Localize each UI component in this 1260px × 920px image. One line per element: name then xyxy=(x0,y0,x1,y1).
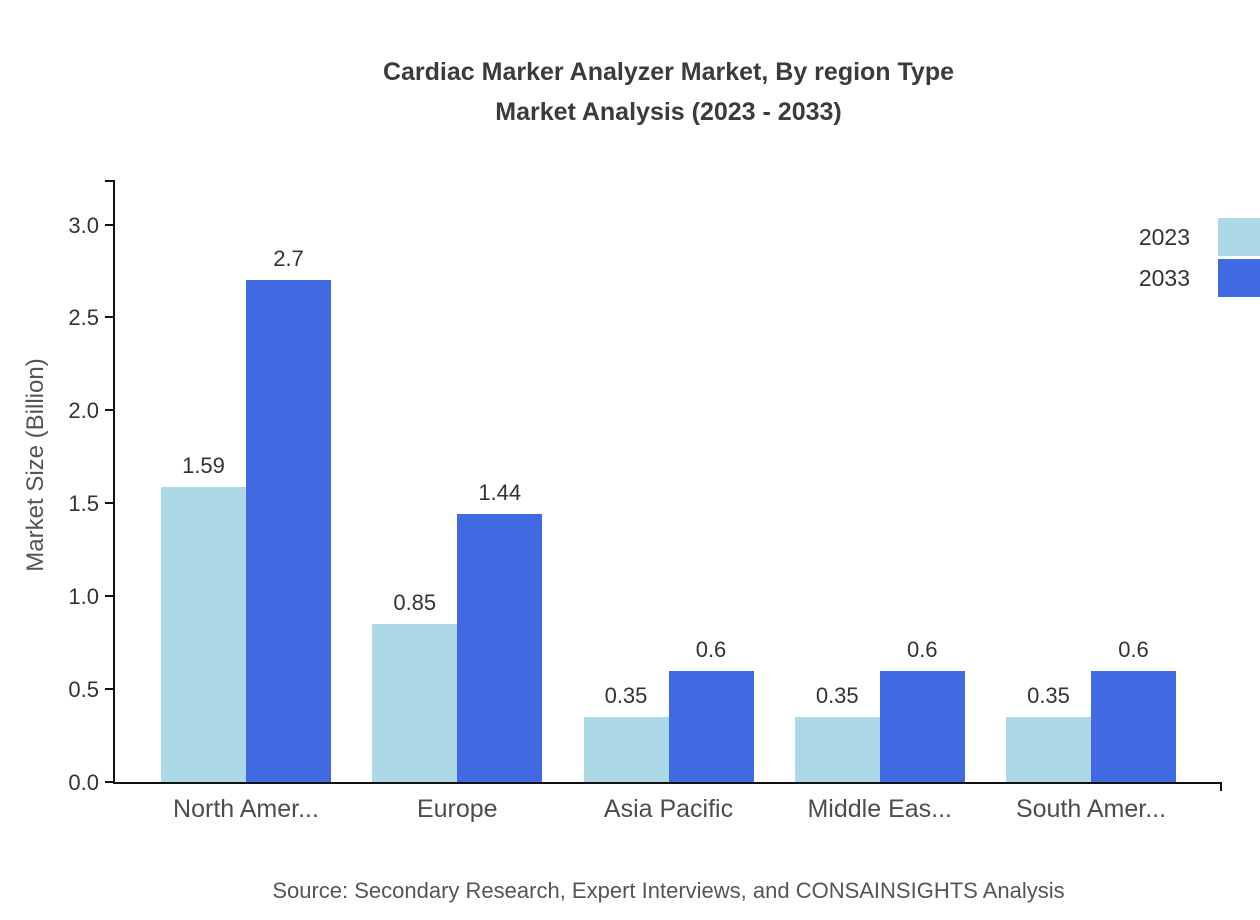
bar-2033 xyxy=(668,670,754,782)
legend-swatch-2033 xyxy=(1218,259,1260,297)
y-tick-label: 2.5 xyxy=(68,305,99,331)
bar-value-label: 0.85 xyxy=(393,590,437,616)
x-axis-line xyxy=(113,782,1222,784)
legend-swatch-2023 xyxy=(1218,218,1260,256)
bar-2023 xyxy=(583,716,669,782)
bar-2033 xyxy=(246,280,331,782)
chart-title-line1: Cardiac Marker Analyzer Market, By regio… xyxy=(382,58,955,86)
y-tick-label: 3.0 xyxy=(68,212,99,238)
bar-2033 xyxy=(1091,670,1176,782)
y-axis-end-tick xyxy=(105,180,113,182)
y-tick-label: 2.0 xyxy=(68,398,99,424)
bar-2023 xyxy=(794,716,880,782)
y-tick-label: 0.5 xyxy=(68,677,99,703)
x-category-label: Asia Pacific xyxy=(603,795,734,823)
legend-label: 2023 xyxy=(1138,223,1190,250)
bar-value-label: 1.44 xyxy=(478,480,522,506)
y-tick-mark xyxy=(105,223,113,226)
source-text: Source: Secondary Research, Expert Inter… xyxy=(272,878,1065,903)
bar-value-label: 0.35 xyxy=(604,682,648,708)
x-category-label: South Amer... xyxy=(1015,795,1167,823)
x-axis-end-tick xyxy=(1220,782,1222,791)
y-tick-label: 1.0 xyxy=(68,584,99,610)
bar-2023 xyxy=(161,486,246,782)
bar-2033 xyxy=(457,514,543,782)
plot-area: 1.59 2.7 0.85 1.44 0.35 0.6 0.35 0.6 0.35 0.6 xyxy=(115,180,1222,782)
bar-2033 xyxy=(879,670,965,782)
bar-value-label: 0.6 xyxy=(906,636,938,662)
x-category-label: Europe xyxy=(416,795,498,823)
y-tick-mark xyxy=(105,595,113,598)
x-category-label: North Amer... xyxy=(173,795,319,823)
y-axis-title: Market Size (Billion) xyxy=(22,358,49,572)
bar-value-label: 0.6 xyxy=(1118,636,1149,662)
legend-label: 2033 xyxy=(1138,264,1190,291)
bar-value-label: 0.35 xyxy=(815,682,859,708)
y-tick-mark xyxy=(105,409,113,412)
bar-2023 xyxy=(1006,716,1091,782)
y-tick-mark xyxy=(105,316,113,319)
bar-value-label: 2.7 xyxy=(273,246,304,272)
legend-item: 2033 xyxy=(1139,259,1260,297)
chart-title-line2: Market Analysis (2023 - 2033) xyxy=(495,98,842,126)
legend-item: 2023 xyxy=(1139,218,1260,256)
y-tick-label: 1.5 xyxy=(68,491,99,517)
bar-value-label: 0.35 xyxy=(1027,682,1070,708)
chart-title: Cardiac Marker Analyzer Market, By regio… xyxy=(115,52,1222,132)
y-tick-mark xyxy=(105,502,113,505)
y-tick-mark xyxy=(105,688,113,691)
y-axis-line xyxy=(113,180,115,784)
bar-2023 xyxy=(372,624,458,782)
y-tick-mark xyxy=(105,781,113,783)
y-tick-label: 0.0 xyxy=(68,770,99,795)
bar-value-label: 0.6 xyxy=(695,636,727,662)
legend: 2023 2033 xyxy=(1139,218,1260,300)
bar-value-label: 1.59 xyxy=(182,452,225,478)
x-category-label: Middle Eas... xyxy=(807,795,952,823)
